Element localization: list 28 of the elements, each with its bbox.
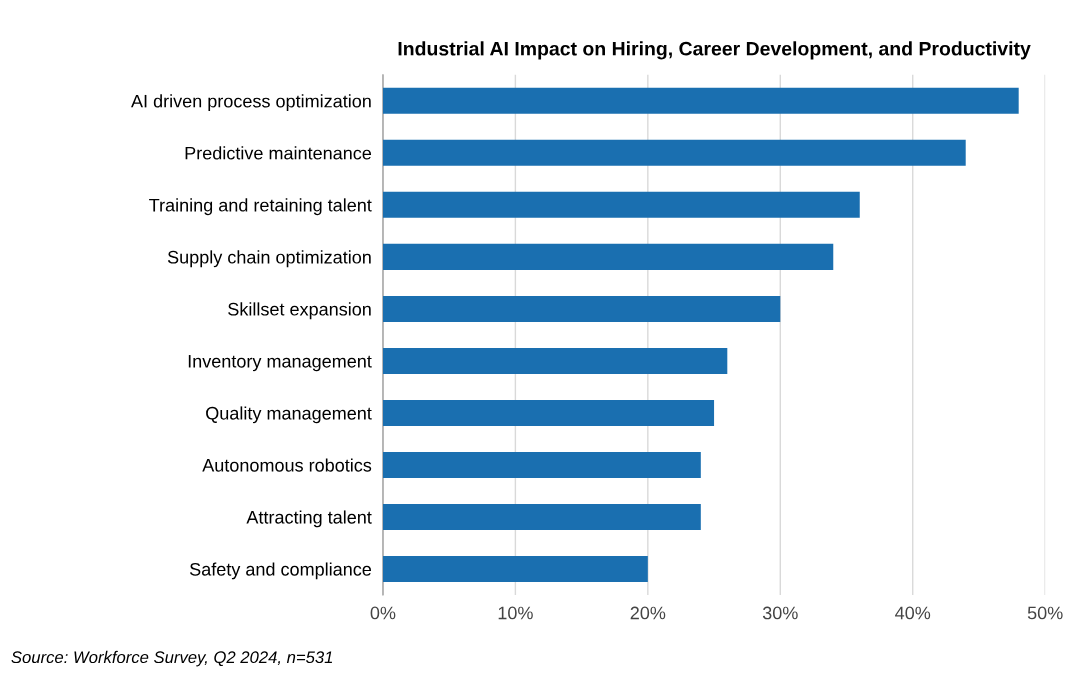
- bar: [382, 295, 781, 322]
- bar: [382, 451, 701, 478]
- bar: [382, 347, 728, 374]
- bar: [382, 191, 860, 218]
- x-tick-label: 20%: [630, 606, 666, 620]
- chart-title: Industrial AI Impact on Hiring, Career Development, and Productivity: [398, 41, 1031, 60]
- y-tick-label: Supply chain optimization: [167, 250, 371, 268]
- bar: [382, 399, 715, 426]
- bar: [382, 139, 966, 166]
- bar: [382, 87, 1019, 114]
- y-tick-label: Autonomous robotics: [202, 458, 372, 472]
- x-tick-label: 0%: [370, 606, 396, 620]
- bar: [382, 243, 834, 270]
- x-tick-label: 30%: [762, 606, 798, 620]
- y-tick-label: Training and retaining talent: [149, 198, 372, 216]
- y-tick-label: AI driven process optimization: [131, 94, 371, 112]
- y-tick-label: Skillset expansion: [228, 302, 371, 320]
- x-tick-label: 40%: [895, 606, 931, 620]
- bar: [382, 555, 648, 582]
- y-tick-label: Quality management: [206, 406, 372, 424]
- y-tick-label: Inventory management: [188, 355, 372, 372]
- bar: [382, 503, 701, 530]
- y-tick-label: Attracting talent: [246, 510, 372, 528]
- y-tick-label: Safety and compliance: [189, 562, 372, 580]
- x-tick-label: 10%: [498, 606, 533, 620]
- y-tick-label: Predictive maintenance: [185, 146, 372, 160]
- x-tick-label: 50%: [1027, 606, 1063, 620]
- source-note: Source: Workforce Survey, Q2 2024, n=531: [11, 650, 333, 667]
